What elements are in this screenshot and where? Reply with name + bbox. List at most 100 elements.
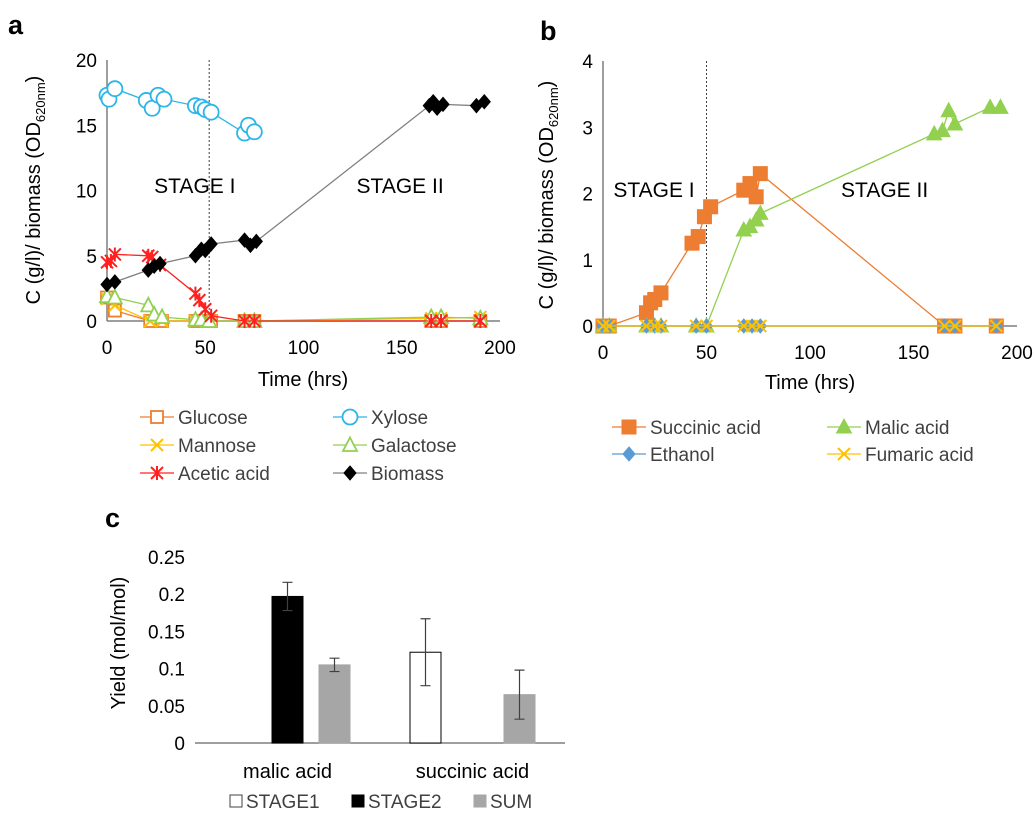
data-point (106, 80, 124, 98)
data-point (204, 308, 218, 323)
a-x-tick-label: 0 (102, 338, 113, 359)
legend-label: Mannose (178, 436, 256, 457)
data-point (751, 204, 769, 220)
c-category-label: succinic acid (416, 761, 529, 783)
c-y-tick-label: 0.05 (148, 697, 185, 718)
b-y-tick-label: 2 (582, 185, 593, 206)
data-point (654, 319, 668, 333)
a-y-tick-label: 0 (86, 312, 97, 333)
legend-marker (622, 446, 636, 462)
panel-label-b: b (540, 16, 557, 46)
a-series-biomass (100, 93, 491, 293)
chart-c-y-axis-label: Yield (mol/mol) (108, 577, 130, 710)
data-point (153, 307, 171, 324)
data-point (752, 166, 768, 182)
legend-label: Glucose (178, 408, 248, 429)
a-x-tick-label: 200 (484, 338, 516, 359)
data-point (934, 121, 951, 138)
data-point (653, 285, 669, 301)
legend-item: STAGE1 (229, 792, 320, 813)
data-point (981, 98, 999, 114)
b-stage-label: STAGE II (841, 179, 928, 202)
bar-stage1 (409, 618, 442, 744)
legend-label: Succinic acid (650, 418, 761, 439)
a-series-xylose (98, 80, 263, 142)
series-line (106, 87, 255, 135)
data-point (247, 314, 262, 328)
legend-label: STAGE1 (246, 792, 320, 813)
data-point (596, 319, 610, 333)
a-y-tick-label: 20 (76, 51, 97, 72)
data-point (249, 233, 263, 250)
error-bar (514, 669, 525, 720)
legend-label: Galactose (371, 436, 457, 457)
data-point (648, 319, 662, 333)
b-y-tick-label: 4 (582, 52, 593, 73)
data-point (473, 314, 488, 328)
legend-marker (621, 419, 637, 435)
legend-item: Glucose (140, 408, 248, 429)
bar-rect (271, 595, 304, 744)
legend-item: Acetic acid (140, 464, 270, 485)
legend-item: Succinic acid (612, 418, 761, 439)
a-x-tick-label: 100 (288, 338, 320, 359)
data-point (434, 314, 448, 328)
c-y-tick-label: 0 (174, 734, 185, 755)
data-point (989, 319, 1004, 333)
legend-marker (343, 465, 357, 481)
legend-label: STAGE2 (368, 792, 442, 813)
a-stage-label: STAGE II (357, 175, 444, 198)
legend-item: Fumaric acid (827, 445, 974, 466)
b-y-tick-label: 3 (582, 118, 593, 139)
data-point (108, 247, 122, 262)
legend-swatch (229, 794, 243, 808)
b-x-tick-label: 100 (794, 343, 826, 364)
chart-a: 0 5 10 15 20 0 50 100 150 200 STAGE I STAGE II Ti… (23, 51, 516, 485)
data-point (108, 274, 122, 290)
data-point (436, 96, 450, 113)
bar-sum (318, 657, 351, 744)
legend-marker (150, 466, 164, 480)
data-point (139, 295, 157, 313)
b-x-tick-label: 200 (1001, 343, 1033, 364)
legend-label: Malic acid (865, 418, 949, 439)
a-y-tick-label: 5 (86, 247, 97, 268)
bar-stage2 (271, 581, 304, 744)
data-point (937, 319, 952, 333)
a-x-tick-label: 50 (195, 338, 216, 359)
data-point (477, 93, 491, 110)
chart-b: 0 1 2 3 4 0 50 100 150 200 STAGE I STAGE II Time … (536, 52, 1033, 466)
a-x-tick-label: 150 (386, 338, 418, 359)
legend-swatch (351, 794, 365, 808)
legend-marker (341, 408, 359, 426)
legend-item: STAGE2 (351, 792, 442, 813)
a-y-tick-label: 15 (76, 116, 97, 137)
data-point (424, 314, 438, 328)
b-x-tick-label: 50 (696, 343, 717, 364)
legend-marker (341, 435, 359, 452)
data-point (690, 229, 706, 245)
data-point (748, 189, 764, 205)
data-point (703, 199, 719, 215)
a-y-tick-label: 10 (76, 182, 97, 203)
chart-a-legend: Glucose Xylose Mannose Galactose Acetic acid… (140, 408, 457, 485)
legend-item: Mannose (140, 436, 256, 457)
chart-a-y-axis-label: C (g/l)/ biomass (OD620nm) (23, 76, 48, 305)
legend-label: Ethanol (650, 445, 714, 466)
data-point (992, 98, 1009, 114)
legend-marker (150, 410, 164, 424)
legend-marker (837, 447, 851, 461)
chart-b-legend: Succinic acid Malic acid Ethanol Fumaric ac… (612, 417, 974, 466)
c-y-tick-label: 0.25 (148, 548, 185, 569)
legend-label: Fumaric acid (865, 445, 974, 466)
data-point (153, 255, 167, 272)
legend-label: SUM (490, 792, 532, 813)
chart-c: 0 0.05 0.1 0.15 0.2 0.25 malic acid succinic a… (108, 548, 565, 813)
b-x-tick-label: 0 (598, 343, 609, 364)
data-point (245, 123, 263, 141)
chart-b-x-axis-label: Time (hrs) (765, 372, 855, 394)
c-y-tick-label: 0.15 (148, 622, 185, 643)
data-point (237, 314, 252, 328)
b-series-fumaric-acid (596, 319, 1004, 333)
